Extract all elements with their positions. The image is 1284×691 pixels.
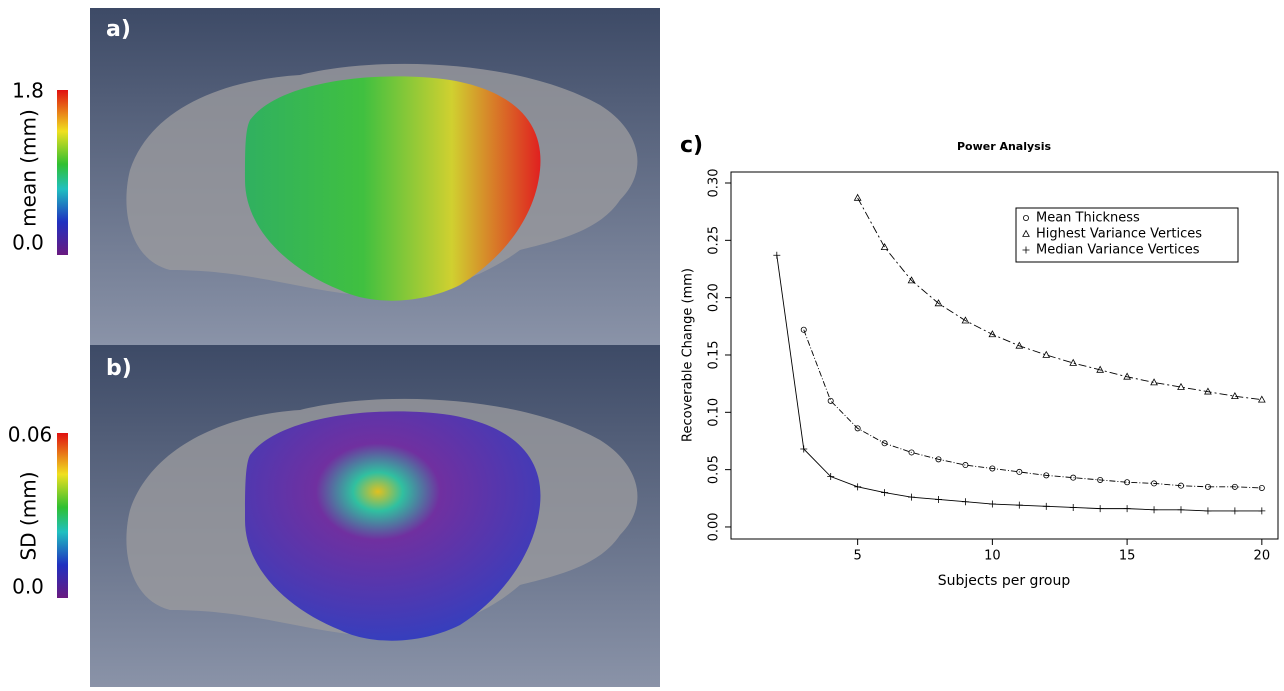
marker: [1043, 503, 1050, 510]
chart-title: Power Analysis: [957, 140, 1052, 153]
panel-label: c): [680, 133, 703, 158]
y-axis-label: Recoverable Change (mm): [681, 268, 696, 442]
y-tick-label: 0.05: [707, 455, 722, 484]
colorbar-max: 1.8: [12, 79, 44, 103]
panel-b: b) 0.06 0.0 SD (mm): [8, 345, 660, 687]
y-tick-label: 0.30: [707, 169, 722, 198]
marker: [1016, 502, 1023, 509]
x-tick-label: 15: [1119, 549, 1136, 564]
panel-label: b): [106, 356, 132, 381]
colorbar-min: 0.0: [12, 575, 44, 599]
panel-a: a) 1.8 0.0 mean (mm): [12, 8, 660, 345]
marker: [1070, 360, 1076, 366]
marker: [962, 498, 969, 505]
marker: [963, 462, 968, 467]
figure: a) 1.8 0.0 mean (mm) b) 0.06 0.0 SD (mm)…: [0, 0, 1284, 687]
marker: [773, 252, 780, 259]
marker: [1151, 506, 1158, 513]
colorbar-label: SD (mm): [17, 471, 41, 560]
marker: [1204, 507, 1211, 514]
colorbar: [57, 433, 68, 598]
marker: [1070, 504, 1077, 511]
colorbar-max: 0.06: [8, 423, 53, 447]
marker: [854, 483, 861, 490]
marker: [1232, 393, 1238, 399]
marker: [1177, 506, 1184, 513]
series-line: [777, 255, 1262, 511]
marker: [881, 489, 888, 496]
y-tick-label: 0.15: [707, 341, 722, 370]
marker: [1258, 507, 1265, 514]
colorbar-min: 0.0: [12, 231, 44, 255]
marker: [1097, 505, 1104, 512]
marker: [1259, 396, 1265, 402]
y-tick-label: 0.20: [707, 283, 722, 312]
x-tick-label: 10: [984, 549, 1001, 564]
x-axis-label: Subjects per group: [938, 573, 1071, 589]
y-tick-label: 0.00: [707, 512, 722, 541]
x-tick-label: 5: [854, 549, 862, 564]
series-line: [804, 330, 1262, 488]
marker: [1231, 507, 1238, 514]
marker: [854, 195, 860, 201]
legend-label: Highest Variance Vertices: [1036, 227, 1202, 242]
marker: [908, 494, 915, 501]
legend-label: Mean Thickness: [1036, 211, 1140, 226]
legend-label: Median Variance Vertices: [1036, 243, 1200, 258]
marker: [1124, 505, 1131, 512]
marker: [1259, 485, 1264, 490]
marker: [1016, 342, 1022, 348]
marker: [1124, 373, 1130, 379]
panel-label: a): [106, 17, 131, 42]
y-tick-label: 0.10: [707, 398, 722, 427]
marker: [989, 501, 996, 508]
x-tick-label: 20: [1254, 549, 1271, 564]
chart: c) Power Analysis Subjects per group Rec…: [680, 133, 1278, 589]
y-tick-label: 0.25: [707, 226, 722, 255]
colorbar: [57, 90, 68, 255]
marker: [935, 496, 942, 503]
colorbar-label: mean (mm): [17, 109, 41, 227]
marker: [828, 398, 833, 403]
